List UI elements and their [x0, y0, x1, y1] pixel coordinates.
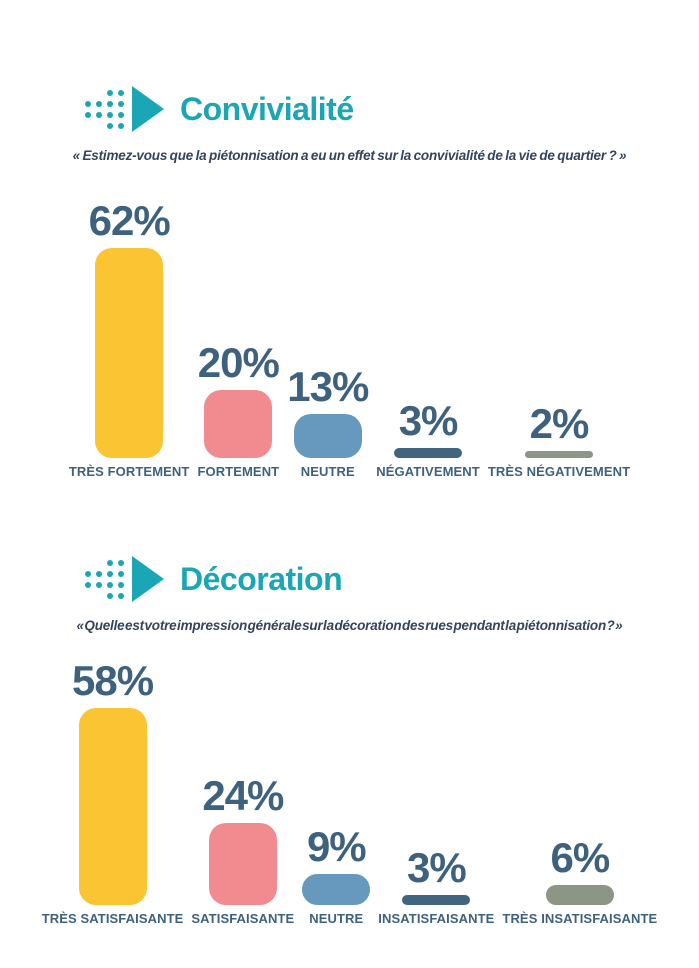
- bar: [78, 707, 147, 905]
- bar-chart-decoration: 58% TRÈS SATISFAISANTE 24% SATISFAISANTE 9% N…: [0, 647, 699, 925]
- bar-value-label: 9%: [306, 823, 367, 871]
- section-header-decoration: Décoration: [85, 552, 343, 606]
- bar-column: 2% TRÈS NÉGATIVEMENT: [487, 200, 631, 479]
- bar-column: 3% INSATISFAISANTE: [378, 647, 494, 925]
- play-triangle-icon: [132, 86, 164, 132]
- bar-category-label: TRÈS SATISFAISANTE: [41, 911, 184, 926]
- bar-value-label: 62%: [88, 197, 171, 244]
- bar-value-label: 13%: [287, 362, 369, 410]
- bar-category-label: NÉGATIVEMENT: [376, 464, 480, 479]
- bar-value-label: 58%: [72, 656, 154, 704]
- bar-value-label: 20%: [197, 339, 280, 386]
- bar-column: 9% NEUTRE: [302, 647, 371, 926]
- bar: [302, 874, 371, 905]
- bar-column: 58% TRÈS SATISFAISANTE: [42, 647, 184, 925]
- bar-chart-convivialite: 62% TRÈS FORTEMENT 20% FORTEMENT 13% NEUTRE 3%…: [0, 197, 699, 479]
- bar-category-label: TRÈS INSATISFAISANTE: [502, 911, 658, 926]
- bar: [204, 390, 273, 458]
- bar-value-label: 6%: [550, 833, 611, 881]
- dots-grid-icon: [85, 89, 124, 129]
- bar-column: 62% TRÈS FORTEMENT: [68, 197, 190, 479]
- bar-column: 13% NEUTRE: [287, 200, 369, 479]
- survey-question-decoration: « Quelle est votre impression générale s…: [76, 618, 623, 633]
- play-triangle-icon: [132, 556, 164, 602]
- bar-category-label: INSATISFAISANTE: [378, 911, 495, 926]
- bar: [545, 884, 614, 905]
- section-header-convivialite: Convivialité: [85, 82, 354, 136]
- section-title-convivialite: Convivialité: [180, 91, 354, 127]
- bar-category-label: NEUTRE: [309, 911, 364, 926]
- bar-category-label: FORTEMENT: [197, 464, 280, 479]
- bar: [402, 894, 471, 905]
- survey-question-convivialite: « Estimez-vous que la piétonnisation a e…: [72, 148, 627, 163]
- bar-value-label: 2%: [529, 400, 590, 447]
- bar-category-label: TRÈS FORTEMENT: [68, 464, 190, 479]
- bar: [394, 447, 463, 458]
- bar-category-label: SATISFAISANTE: [191, 911, 295, 926]
- bar-value-label: 3%: [398, 396, 459, 444]
- bar-column: 24% SATISFAISANTE: [191, 647, 294, 925]
- dots-grid-icon: [85, 559, 124, 599]
- bar: [208, 823, 277, 905]
- bar-category-label: NEUTRE: [300, 464, 355, 479]
- bar-column: 20% FORTEMENT: [197, 200, 280, 479]
- bar: [95, 248, 164, 458]
- section-title-decoration: Décoration: [180, 561, 343, 597]
- bar: [524, 451, 593, 458]
- bar-value-label: 3%: [407, 843, 467, 891]
- bar-category-label: TRÈS NÉGATIVEMENT: [487, 464, 631, 479]
- bar-column: 3% NÉGATIVEMENT: [376, 200, 480, 478]
- bar-value-label: 24%: [202, 772, 284, 820]
- bar: [293, 413, 362, 458]
- bar-column: 6% TRÈS INSATISFAISANTE: [502, 647, 657, 925]
